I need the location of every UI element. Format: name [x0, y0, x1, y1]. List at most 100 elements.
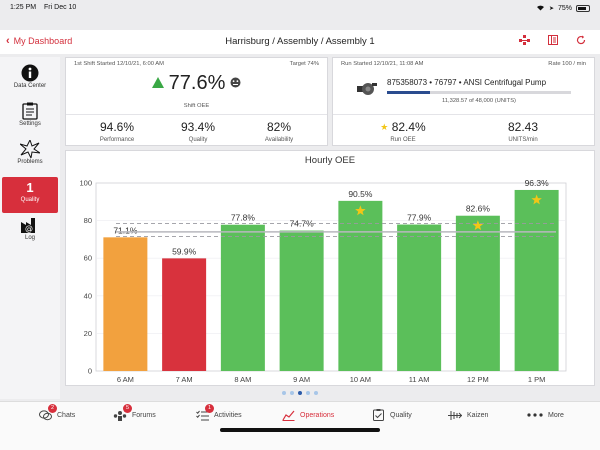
panel-toggle-icon[interactable] [548, 35, 558, 48]
bar [162, 258, 207, 371]
x-tick-label: 10 AM [350, 375, 371, 384]
status-date: Fri Dec 10 [44, 4, 77, 11]
page-dot[interactable] [282, 391, 286, 395]
bar [455, 215, 500, 371]
run-product: 875358073 • 76797 • ANSI Centrifugal Pum… [387, 78, 547, 87]
bottom-tab-bar: 2 Chats 5 Forums 1 Activities Operations… [0, 401, 600, 450]
quality-value: 93.4% [180, 120, 216, 134]
quality-count: 1 [26, 180, 34, 195]
sidebar-item-problems[interactable]: Problems [2, 139, 58, 175]
sidebar-item-data-center[interactable]: Data Center [2, 63, 58, 99]
x-tick-label: 6 AM [117, 375, 134, 384]
tab-activities[interactable]: 1 Activities [195, 404, 242, 422]
tab-label: Operations [300, 411, 335, 419]
tab-forums[interactable]: 5 Forums [113, 404, 156, 422]
status-time: 1:25 PM [10, 4, 37, 11]
star-icon: ★ [380, 122, 389, 132]
hourly-oee-chart: 0 20 40 60 80 100 71.1% 6 AM 59.9% 7 AM 77.8% 8 AM 7… [79, 178, 567, 384]
factory-icon: @ [2, 215, 58, 235]
info-icon [2, 63, 58, 83]
page-dot[interactable] [298, 391, 302, 395]
quality-metric: 93.4% Quality [163, 120, 233, 143]
operations-icon [281, 409, 295, 421]
hourly-oee-panel: Hourly OEE 0 20 40 60 80 100 71.1% 6 AM 59.9% 7 A… [65, 150, 595, 386]
tab-chats[interactable]: 2 Chats [38, 404, 76, 422]
x-tick-label: 8 AM [234, 375, 251, 384]
pump-icon [357, 82, 377, 101]
sidebar-item-settings[interactable]: Settings [2, 101, 58, 137]
home-indicator [220, 428, 380, 432]
sidebar-item-label: Log [24, 235, 35, 241]
page-dot[interactable] [306, 391, 310, 395]
x-tick-label: 1 PM [528, 375, 546, 384]
availability-value: 82% [266, 120, 292, 134]
units-per-min-value: 82.43 [507, 120, 539, 134]
shift-oee-value: 77.6% [168, 72, 226, 94]
y-tick-label: 100 [79, 179, 92, 188]
sidebar-item-label: Quality [20, 197, 40, 203]
sidebar-item-label: Problems [17, 159, 43, 165]
tab-more[interactable]: More [527, 408, 564, 422]
tab-label: Forums [132, 411, 156, 419]
sidebar-item-log[interactable]: @ Log [2, 215, 58, 251]
page-dot[interactable] [290, 391, 294, 395]
availability-label: Availability [264, 137, 294, 143]
run-panel: Run Started 12/10/21, 11:08 AM Rate 100 … [332, 57, 595, 146]
bar-value-label: 90.5% [348, 189, 373, 199]
bar-value-label: 59.9% [172, 246, 197, 256]
run-progress-bar [387, 91, 571, 94]
trend-up-icon [151, 75, 164, 93]
page-indicator[interactable] [0, 391, 600, 395]
tab-label: Kaizen [467, 411, 489, 419]
run-progress-fill [387, 91, 431, 94]
tab-label: Quality [390, 411, 412, 419]
run-started: Run Started 12/10/21, 11:08 AM [341, 61, 424, 67]
sidebar: Data Center Settings Problems 1 Quality … [0, 57, 60, 399]
run-oee-label: Run OEE [390, 137, 416, 143]
kaizen-icon [448, 409, 462, 421]
y-tick-label: 40 [84, 291, 92, 300]
tab-operations[interactable]: Operations [281, 408, 334, 422]
tab-kaizen[interactable]: Kaizen [448, 408, 488, 422]
page-title: Harrisburg / Assembly / Assembly 1 [225, 36, 375, 47]
status-bar: 1:25 PM Fri Dec 10 ➤ 75% [0, 0, 600, 16]
sidebar-item-quality[interactable]: 1 Quality [2, 177, 58, 213]
clipboard-icon [2, 101, 58, 121]
sidebar-item-label: Data Center [13, 83, 47, 89]
y-tick-label: 80 [84, 216, 92, 225]
forums-badge: 5 [123, 404, 132, 413]
chart-title: Hourly OEE [304, 155, 356, 166]
shift-started: 1st Shift Started 12/10/21, 6:00 AM [74, 61, 164, 67]
battery-percent: 75% [557, 5, 572, 12]
x-tick-label: 7 AM [176, 375, 193, 384]
refresh-icon[interactable] [576, 35, 586, 48]
page-dot[interactable] [314, 391, 318, 395]
run-progress-text: 11,328.57 of 48,000 (UNITS) [441, 98, 516, 104]
activities-icon: 1 [195, 404, 214, 421]
units-per-min-metric: 82.43 UNITS/min [488, 120, 558, 143]
shift-oee-label: Shift OEE [183, 103, 210, 109]
back-button[interactable]: ‹ My Dashboard [6, 34, 72, 47]
y-tick-label: 0 [88, 367, 92, 376]
units-per-min-label: UNITS/min [508, 137, 538, 143]
bar-value-label: 71.1% [113, 225, 138, 235]
hierarchy-icon[interactable] [519, 35, 530, 48]
chats-badge: 2 [48, 404, 57, 413]
x-tick-label: 11 AM [409, 375, 430, 384]
star-icon [472, 220, 484, 231]
neutral-face-icon [230, 75, 241, 93]
chevron-left-icon: ‹ [6, 34, 10, 47]
x-tick-label: 9 AM [293, 375, 310, 384]
tab-label: Chats [57, 411, 76, 419]
bar [397, 224, 442, 371]
forums-icon: 5 [113, 404, 132, 421]
burst-icon [2, 139, 58, 159]
tab-quality[interactable]: Quality [371, 408, 412, 422]
quality-label: Quality [188, 137, 208, 143]
shift-target: Target 74% [289, 61, 319, 67]
bar-value-label: 82.6% [466, 204, 491, 214]
run-oee-metric: ★ 82.4% Run OEE [363, 120, 443, 143]
x-tick-label: 12 PM [467, 375, 489, 384]
run-oee-value: 82.4% [391, 120, 426, 134]
star-icon [355, 205, 366, 216]
